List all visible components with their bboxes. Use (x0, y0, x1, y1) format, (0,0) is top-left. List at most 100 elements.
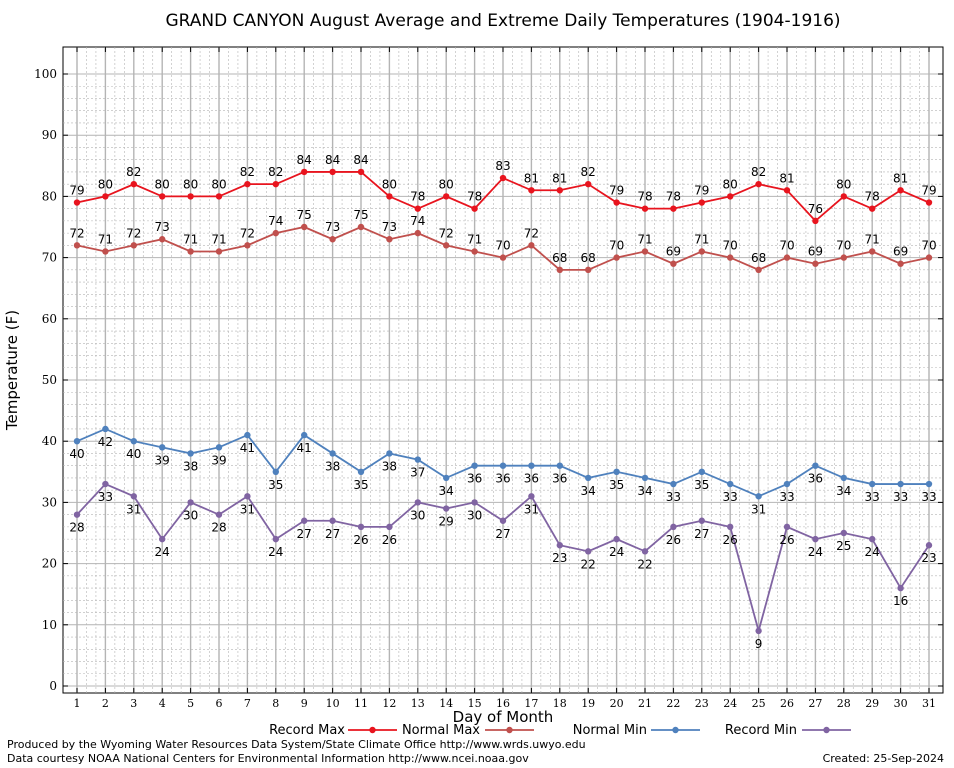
data-label: 69 (808, 245, 823, 259)
data-point (471, 462, 478, 469)
data-label: 72 (240, 226, 255, 240)
x-tick-label: 28 (837, 697, 851, 710)
data-label: 78 (410, 190, 425, 204)
data-point (386, 236, 393, 243)
data-label: 23 (552, 551, 567, 565)
data-label: 80 (211, 177, 226, 191)
data-point (386, 193, 393, 200)
x-tick-label: 7 (244, 697, 251, 710)
data-label: 84 (325, 153, 340, 167)
data-point (727, 523, 734, 531)
x-tick-label: 18 (553, 697, 567, 710)
data-label: 40 (69, 447, 84, 461)
data-point (812, 217, 819, 225)
data-point (585, 266, 592, 274)
data-label: 31 (751, 502, 766, 516)
data-point (840, 254, 847, 261)
data-point (130, 493, 137, 500)
data-label: 80 (155, 177, 170, 191)
data-label: 29 (439, 515, 454, 529)
data-label: 80 (98, 177, 113, 191)
data-point (869, 535, 876, 543)
data-label: 81 (552, 171, 567, 185)
data-label: 23 (921, 551, 936, 565)
data-point (471, 248, 478, 255)
data-label: 26 (779, 533, 794, 547)
y-tick-label: 80 (42, 189, 57, 203)
data-label: 33 (779, 490, 794, 504)
data-point (357, 523, 365, 531)
data-label: 33 (921, 490, 936, 504)
data-point (698, 199, 705, 206)
data-point (159, 444, 166, 451)
data-point (585, 474, 592, 482)
data-label: 73 (155, 220, 170, 234)
data-point (187, 193, 194, 200)
data-point (301, 431, 308, 439)
data-label: 28 (211, 521, 226, 535)
y-axis-label: Temperature (F) (3, 310, 21, 431)
legend-marker (506, 726, 513, 734)
data-label: 82 (751, 165, 766, 179)
y-tick-label: 30 (42, 495, 57, 509)
legend: Record Max Normal Max Normal Min Record Min (269, 723, 851, 738)
data-label: 35 (694, 478, 709, 492)
data-label: 35 (609, 478, 624, 492)
data-label: 24 (268, 545, 283, 559)
data-label: 70 (723, 239, 738, 253)
data-point (755, 627, 762, 635)
data-point (73, 511, 81, 518)
data-label: 30 (183, 508, 198, 522)
data-label: 71 (211, 232, 226, 246)
data-label: 27 (495, 527, 510, 541)
data-label: 78 (865, 190, 880, 204)
data-label: 24 (155, 545, 170, 559)
data-point (102, 480, 109, 488)
data-point (272, 468, 279, 475)
data-point (329, 517, 336, 524)
data-label: 79 (694, 184, 709, 198)
data-point (641, 248, 649, 255)
data-point (727, 480, 734, 488)
data-label: 83 (495, 159, 510, 173)
data-label: 72 (439, 226, 454, 240)
data-label: 39 (211, 453, 226, 467)
data-point (556, 542, 563, 549)
data-point (414, 456, 421, 463)
x-tick-label: 20 (610, 697, 624, 710)
data-point (499, 462, 507, 469)
data-point (528, 187, 535, 194)
data-point (130, 438, 137, 445)
data-label: 22 (637, 557, 652, 571)
data-label: 78 (666, 190, 681, 204)
data-label: 30 (410, 508, 425, 522)
data-point (73, 242, 81, 249)
chart-title: GRAND CANYON August Average and Extreme … (165, 11, 840, 31)
data-point (301, 517, 308, 524)
x-tick-label: 2 (102, 697, 109, 710)
data-point (925, 199, 933, 206)
data-label: 72 (126, 226, 141, 240)
data-point (443, 242, 450, 249)
data-label: 41 (240, 441, 255, 455)
data-label: 9 (755, 637, 763, 651)
data-label: 38 (325, 459, 340, 473)
y-tick-label: 50 (42, 373, 57, 387)
footer-created-date: Created: 25-Sep-2024 (822, 752, 944, 765)
data-label: 82 (126, 165, 141, 179)
y-tick-label: 100 (34, 67, 57, 81)
data-label: 74 (268, 214, 283, 228)
data-point (244, 242, 251, 249)
data-point (556, 462, 563, 469)
data-point (471, 499, 478, 506)
data-point (272, 229, 279, 237)
data-label: 70 (836, 239, 851, 253)
data-label: 28 (69, 521, 84, 535)
data-point (585, 180, 592, 188)
data-point (414, 205, 421, 212)
data-label: 36 (467, 472, 482, 486)
data-point (215, 444, 223, 451)
data-point (443, 505, 450, 512)
data-label: 27 (325, 527, 340, 541)
x-tick-label: 8 (272, 697, 279, 710)
